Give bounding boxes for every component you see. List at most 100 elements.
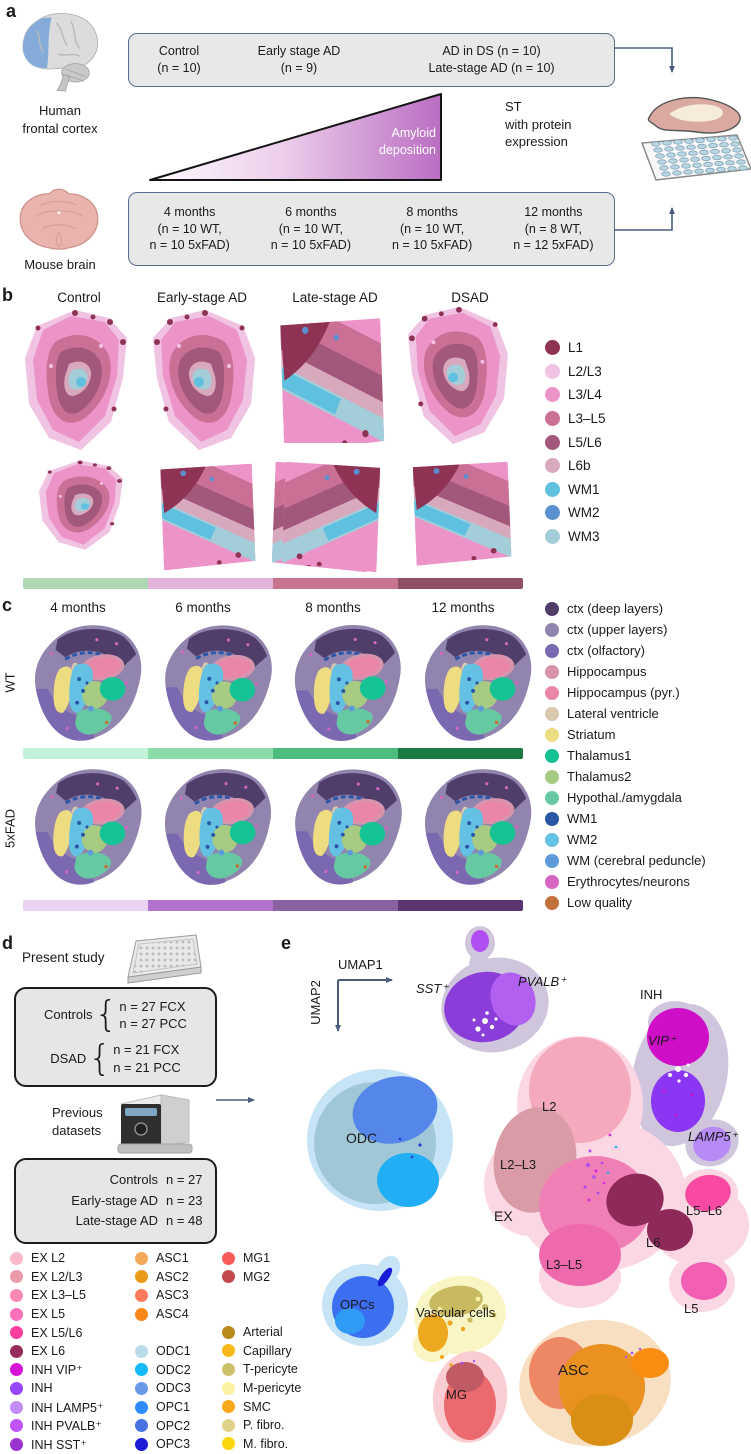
c-col-4m: 4 months	[50, 600, 106, 615]
b-legend-item: L5/L6	[545, 430, 606, 454]
c-legend-label: Erythrocytes/neurons	[567, 874, 690, 889]
b-col-late: Late-stage AD	[292, 290, 378, 305]
previous-dataset-count: n = 27	[166, 1171, 203, 1187]
e-legend-item: MG1	[222, 1249, 270, 1268]
b-legend-item: WM1	[545, 478, 606, 502]
e-legend-label: EX L2	[31, 1251, 66, 1266]
c-legend-item: WM (cerebral peduncle)	[545, 850, 706, 871]
e-legend-item: P. fibro.	[222, 1416, 301, 1435]
e-legend-item: ASC1	[135, 1249, 189, 1268]
c-row-wt-label: WT	[2, 672, 18, 693]
e-legend-item: ODC3	[135, 1379, 191, 1398]
amyloid-triangle	[149, 93, 442, 181]
c-col-8m: 8 months	[305, 600, 361, 615]
c-legend-label: Low quality	[567, 895, 633, 910]
c-5xfad-bar-segment	[148, 900, 273, 911]
well-plate-icon	[127, 934, 202, 984]
e-legend-item: EX L3–L5	[10, 1286, 104, 1305]
c-legend-label: WM1	[567, 811, 598, 826]
c-legend-swatch	[545, 622, 559, 637]
present-study-label: Present study	[22, 950, 105, 965]
e-legend-item: OPC3	[135, 1435, 191, 1454]
arrow-human-to-st	[614, 47, 675, 73]
c-legend-swatch	[545, 643, 559, 658]
c-legend-label: Hippocampus (pyr.)	[567, 685, 680, 700]
umap-label-lamp5: LAMP5⁺	[688, 1129, 738, 1144]
umap-label-l5l6: L5–L6	[686, 1203, 723, 1218]
e-legend-item: ASC3	[135, 1286, 189, 1305]
present-study-box: Controls { n = 27 FCX n = 27 PCC DSAD { …	[14, 987, 217, 1087]
e-legend-item: Capillary	[222, 1342, 301, 1361]
previous-datasets-label: Previous datasets	[52, 1105, 103, 1138]
e-legend-swatch	[10, 1344, 23, 1358]
c-legend-label: Hypothal./amygdala	[567, 790, 682, 805]
e-legend-swatch	[222, 1418, 235, 1432]
e-legend-label: M. fibro.	[243, 1436, 289, 1451]
c-legend-label: ctx (upper layers)	[567, 622, 668, 637]
c-brain-map-wt	[288, 620, 406, 746]
previous-dataset-name: Late-stage AD	[75, 1213, 158, 1229]
c-legend-item: Striatum	[545, 724, 706, 745]
umap-cluster-sst-pvalb	[444, 930, 536, 1043]
b-legend-item: L1	[545, 336, 606, 360]
c-legend-swatch	[545, 664, 559, 679]
b-legend-item: L6b	[545, 454, 606, 478]
e-legend-swatch	[135, 1419, 148, 1433]
e-legend-label: EX L5/L6	[31, 1325, 83, 1340]
human-caption: Human frontal cortex	[22, 103, 98, 136]
b-legend-swatch	[545, 529, 560, 545]
e-legend-swatch	[135, 1437, 148, 1451]
c-legend-label: ctx (deep layers)	[567, 601, 664, 616]
e-legend-swatch	[135, 1270, 148, 1284]
b-stage-gradient-bar	[23, 578, 523, 589]
umap-label-pvalb: PVALB⁺	[518, 974, 567, 989]
e-legend-swatch	[10, 1288, 23, 1302]
b-stage-bar-segment	[398, 578, 523, 589]
e-legend-label: P. fibro.	[243, 1418, 285, 1433]
c-legend-swatch	[545, 685, 559, 700]
c-5xfad-gradient-bar	[23, 900, 523, 911]
b-tissue-map	[150, 460, 262, 574]
c-legend: ctx (deep layers) ctx (upper layers) ctx…	[545, 598, 706, 913]
e-legend-swatch	[10, 1307, 23, 1321]
b-legend-swatch	[545, 481, 560, 497]
e-legend-item: INH	[10, 1379, 104, 1398]
e-legend-swatch	[222, 1325, 235, 1339]
e-legend-item: EX L2/L3	[10, 1268, 104, 1287]
e-legend-label: ASC3	[156, 1288, 189, 1303]
b-legend-label: L5/L6	[568, 434, 602, 450]
b-legend-item: WM3	[545, 525, 606, 549]
e-legend-item: INH VIP⁺	[10, 1361, 104, 1380]
e-legend-item: INH SST⁺	[10, 1435, 104, 1454]
e-legend-item: OPC2	[135, 1416, 191, 1435]
b-legend-swatch	[545, 458, 560, 474]
e-legend-item: EX L6	[10, 1342, 104, 1361]
c-legend-swatch	[545, 706, 559, 721]
b-legend-label: L2/L3	[568, 363, 602, 379]
e-legend-label: ASC2	[156, 1269, 189, 1284]
e-legend-label: T-pericyte	[243, 1362, 298, 1377]
b-legend-label: L6b	[568, 458, 591, 474]
cohort-counts: n = 27 FCX n = 27 PCC	[119, 998, 187, 1032]
umap-axes	[335, 977, 393, 1032]
e-legend-swatch	[10, 1270, 23, 1284]
b-stage-bar-segment	[273, 578, 398, 589]
e-legend-item: M. fibro.	[222, 1435, 301, 1454]
e-legend-label: ASC1	[156, 1251, 189, 1266]
e-legend-swatch	[10, 1419, 23, 1433]
cohort-row: DSAD { n = 21 FCX n = 21 PCC	[16, 1037, 215, 1079]
e-legend-swatch	[10, 1437, 23, 1451]
c-legend-item: Low quality	[545, 892, 706, 913]
cohort-brace: {	[88, 1037, 112, 1079]
umap-label-l6: L6	[646, 1235, 661, 1250]
c-wt-gradient-bar	[23, 748, 523, 759]
e-legend-swatch	[222, 1362, 235, 1376]
e-legend-col2-bottom: ODC1 ODC2 ODC3 OPC1 OPC2	[135, 1342, 191, 1454]
e-legend-swatch	[10, 1326, 23, 1340]
panel-b-label: b	[2, 285, 13, 305]
c-legend-item: Thalamus2	[545, 766, 706, 787]
b-legend-swatch	[545, 505, 560, 521]
e-legend-col3-bottom: Arterial Capillary T-pericyte M-pericyte…	[222, 1323, 301, 1453]
b-legend-label: WM1	[568, 481, 600, 497]
